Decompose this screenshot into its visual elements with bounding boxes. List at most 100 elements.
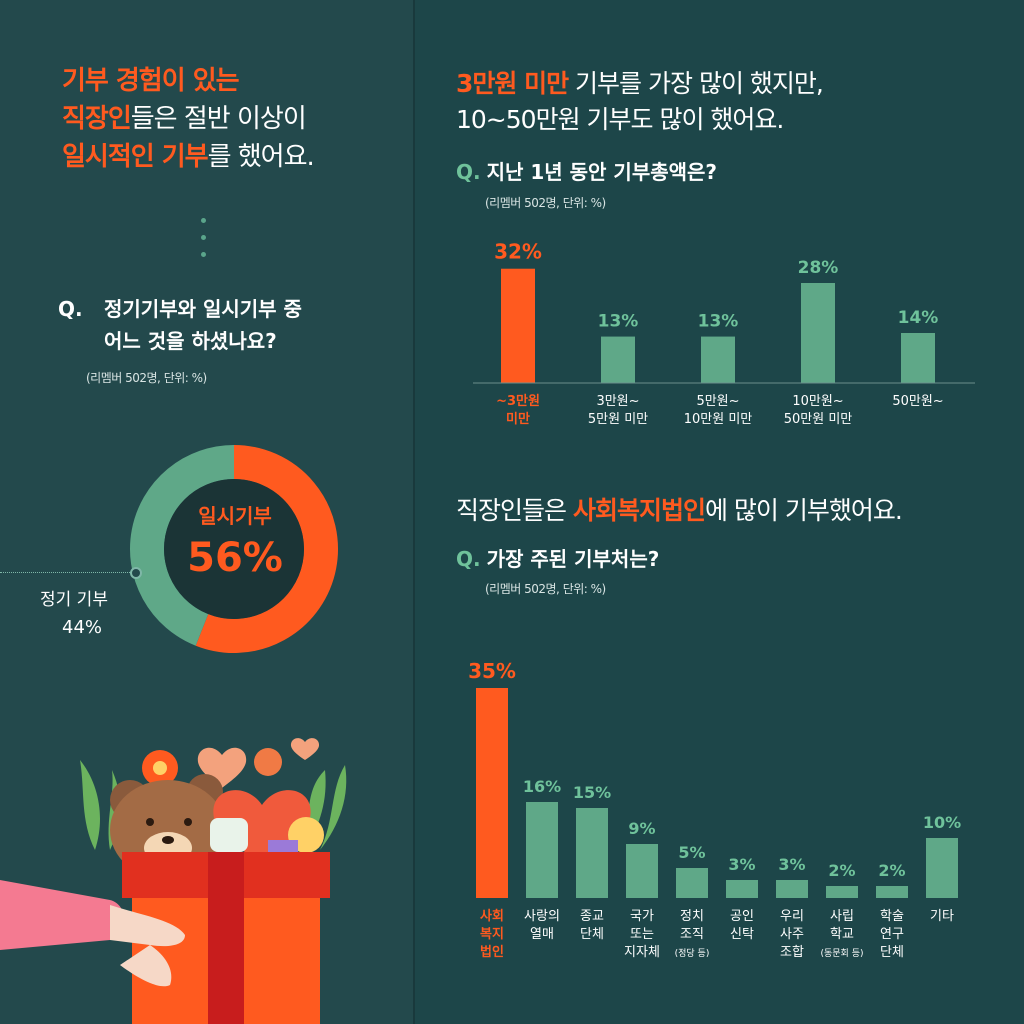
headline-line-3: 일시적인 기부를 했어요. — [62, 138, 315, 176]
left-note: (리멤버 502명, 단위: %) — [86, 371, 207, 385]
heart-small-icon — [290, 738, 320, 760]
bar-4 — [626, 844, 658, 898]
category-label: 종교 — [580, 909, 604, 924]
bar-2 — [601, 336, 635, 383]
category-label: 복지 — [480, 927, 504, 942]
category-label: 공인 — [730, 909, 754, 924]
category-label: ~3만원 — [496, 393, 540, 409]
category-label: 단체 — [580, 927, 604, 942]
category-label: 단체 — [880, 945, 904, 960]
headline-part: 직장인 — [62, 104, 132, 134]
bar-1 — [501, 268, 535, 383]
category-label: 기타 — [930, 909, 954, 924]
category-label: 연구 — [880, 927, 904, 942]
q1-text: 지난 1년 동안 기부총액은? — [486, 160, 718, 184]
right-headline-2: 직장인들은 사회복지법인에 많이 기부했어요. — [456, 491, 903, 527]
panel-divider — [413, 0, 415, 1024]
category-label: 우리 — [780, 909, 804, 924]
category-label: 사회 — [480, 908, 504, 924]
bar-5 — [676, 868, 708, 898]
headline-line-2: 직장인들은 절반 이상이 — [62, 100, 314, 138]
category-label: 10만원~ — [792, 394, 843, 409]
donut-center-label: 일시기부 — [198, 504, 272, 528]
bar-value-label: 5% — [678, 843, 705, 862]
headline-part: 를 했어요. — [207, 142, 315, 172]
category-label: 3만원~ — [596, 394, 639, 409]
bar-7 — [776, 880, 808, 898]
bar-value-label: 9% — [628, 819, 655, 838]
gift-ribbon — [208, 852, 244, 1024]
headline-part: 일시적인 기부 — [62, 142, 209, 172]
regular-donation-label: 정기 기부 44% — [40, 586, 108, 642]
bar-value-label: 3% — [778, 855, 805, 874]
regular-label-text: 정기 기부 — [40, 590, 108, 610]
category-label: (동문회 등) — [820, 948, 863, 959]
bar-4 — [801, 283, 835, 383]
bar-value-label: 2% — [878, 861, 905, 880]
category-label: 사주 — [780, 927, 804, 942]
headline2-pre: 직장인들은 — [456, 496, 573, 525]
category-label: 또는 — [630, 927, 654, 942]
arm-icon — [0, 880, 125, 950]
dots-divider — [201, 218, 206, 269]
cup-icon — [210, 818, 248, 852]
bar-9 — [876, 886, 908, 898]
bar-2 — [526, 802, 558, 898]
bar-value-label: 3% — [728, 855, 755, 874]
category-label: 학술 — [880, 909, 904, 924]
bar-8 — [826, 886, 858, 898]
right-question-1: Q. 지난 1년 동안 기부총액은? — [456, 156, 717, 185]
bar-value-label: 16% — [523, 777, 561, 796]
bar-6 — [726, 880, 758, 898]
bar-value-label: 2% — [828, 861, 855, 880]
category-label: 조직 — [680, 927, 704, 942]
headline-part: 들은 절반 이상이 — [130, 104, 307, 134]
headline1-accent: 3만원 미만 — [456, 69, 569, 98]
headline2-post: 에 많이 기부했어요. — [704, 496, 903, 525]
q2-text: 가장 주된 기부처는? — [486, 547, 660, 571]
bar-value-label: 35% — [468, 659, 516, 683]
right-question-2: Q. 가장 주된 기부처는? — [456, 543, 659, 572]
bar-10 — [926, 838, 958, 898]
headline-part: 기부 경험이 있는 — [62, 66, 240, 96]
regular-label-value: 44% — [62, 617, 103, 638]
donut-chart — [130, 445, 338, 653]
right-panel — [413, 0, 1024, 1024]
q1-mark: Q. — [456, 160, 481, 184]
leader-dot — [130, 567, 142, 579]
q2-note: (리멤버 502명, 단위: %) — [485, 582, 606, 596]
category-label: 50만원~ — [892, 394, 943, 409]
right-headline-1: 3만원 미만 기부를 가장 많이 했지만, 10~50만원 기부도 많이 했어요… — [456, 66, 824, 138]
category-label: 국가 — [630, 909, 654, 924]
category-label: 5만원 미만 — [588, 412, 648, 427]
category-label: 열매 — [530, 927, 554, 942]
q2-mark: Q. — [456, 547, 481, 571]
category-label: 10만원 미만 — [684, 412, 753, 427]
question-mark: Q. — [58, 297, 83, 321]
category-label: 사립 — [830, 909, 854, 924]
bar-1 — [476, 688, 508, 898]
leader-line — [0, 572, 130, 573]
bar-5 — [901, 333, 935, 383]
bar-value-label: 13% — [598, 312, 639, 332]
category-label: (정당 등) — [675, 948, 710, 959]
donut-hole — [164, 479, 304, 619]
headline1-line2: 10~50만원 기부도 많이 했어요. — [456, 105, 784, 134]
bar-3 — [576, 808, 608, 898]
donut-slice-1 — [195, 445, 338, 653]
question-line-1: 정기기부와 일시기부 중 — [104, 297, 302, 321]
headline-line-1: 기부 경험이 있는 — [62, 62, 314, 100]
category-label: 50만원 미만 — [784, 412, 853, 427]
category-label: 법인 — [480, 944, 504, 960]
donut-slice-2 — [130, 445, 235, 646]
bar-value-label: 28% — [798, 258, 839, 278]
bar-value-label: 10% — [923, 813, 961, 832]
headline1-rest: 기부를 가장 많이 했지만, — [568, 69, 824, 98]
category-label: 학교 — [830, 927, 854, 942]
category-label: 신탁 — [730, 927, 754, 942]
category-label: 지자체 — [624, 945, 660, 960]
bar-3 — [701, 336, 735, 383]
headline2-accent: 사회복지법인 — [572, 496, 706, 525]
